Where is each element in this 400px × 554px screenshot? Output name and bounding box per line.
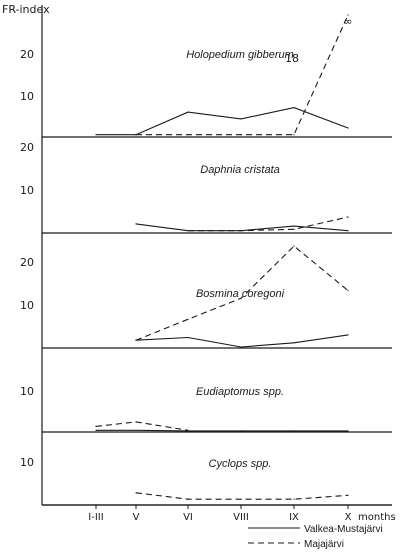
x-tick-label: I-III: [88, 512, 103, 523]
y-tick-label: 20: [20, 256, 34, 269]
data-point: [293, 498, 295, 500]
data-point: [347, 494, 349, 496]
series-line-majajarvi: [188, 216, 349, 232]
data-point: [135, 492, 137, 494]
panel-title: Cyclops spp.: [209, 458, 272, 470]
data-point: [293, 228, 295, 230]
panel-title: Daphnia cristata: [200, 164, 280, 176]
data-point: [135, 421, 137, 423]
data-point: [135, 429, 137, 431]
data-point: [240, 498, 242, 500]
data-point: [293, 225, 295, 227]
point-annotation: 18: [285, 52, 299, 65]
data-point: [135, 134, 137, 136]
data-point: [240, 134, 242, 136]
y-tick-label: 10: [20, 299, 34, 312]
data-point: [95, 134, 97, 136]
series-line-valkea-mustajarvi: [96, 429, 348, 432]
data-point: [293, 107, 295, 109]
y-tick-label: 20: [20, 141, 34, 154]
data-point: [135, 223, 137, 225]
data-point: [240, 118, 242, 120]
x-tick-label: X: [345, 512, 352, 523]
y-tick-label: 20: [20, 48, 34, 61]
y-tick-label: 10: [20, 90, 34, 103]
x-tick-label: IX: [289, 512, 299, 523]
x-axis-unit-label: months: [358, 512, 396, 523]
data-point: [347, 14, 349, 16]
x-tick-label: VIII: [233, 512, 249, 523]
data-point: [187, 498, 189, 500]
data-point: [187, 230, 189, 232]
data-point: [240, 346, 242, 348]
data-point: [347, 230, 349, 232]
series-line-valkea-mustajarvi: [135, 334, 349, 348]
y-tick-label: 10: [20, 385, 34, 398]
x-tick-label: V: [133, 512, 140, 523]
data-point: [293, 430, 295, 432]
x-tick-label: VI: [183, 512, 193, 523]
series-line-majajarvi: [136, 14, 349, 136]
data-point: [293, 245, 295, 247]
data-point: [347, 334, 349, 336]
data-point: [293, 134, 295, 136]
data-point: [187, 336, 189, 339]
series-line-majajarvi: [135, 492, 349, 500]
data-point: [293, 342, 295, 344]
panel-title: Bosmina coregoni: [196, 288, 285, 300]
data-point: [240, 430, 242, 432]
panel-title: Eudiaptomus spp.: [196, 386, 284, 398]
data-point: [187, 111, 189, 113]
series-line-valkea-mustajarvi: [96, 107, 349, 136]
data-point: [187, 318, 189, 320]
panel-title: Holopedium gibberum: [186, 49, 294, 61]
legend-label: Majajärvi: [304, 539, 344, 550]
data-point: [240, 230, 242, 232]
y-axis-title: FR-index: [2, 3, 50, 16]
y-tick-label: 10: [20, 184, 34, 197]
series-line-majajarvi: [95, 421, 189, 431]
data-point: [240, 297, 242, 299]
data-point: [95, 425, 97, 427]
series-line-valkea-mustajarvi: [135, 223, 349, 232]
y-tick-label: 10: [20, 456, 34, 469]
data-point: [187, 429, 189, 431]
point-annotation: ∞: [343, 15, 352, 28]
data-point: [347, 216, 349, 218]
data-point: [95, 429, 97, 431]
data-point: [187, 134, 189, 136]
data-point: [347, 127, 349, 129]
legend-label: Valkea-Mustajärvi: [304, 524, 383, 535]
data-point: [347, 430, 349, 432]
data-point: [135, 339, 137, 341]
data-point: [347, 289, 349, 292]
